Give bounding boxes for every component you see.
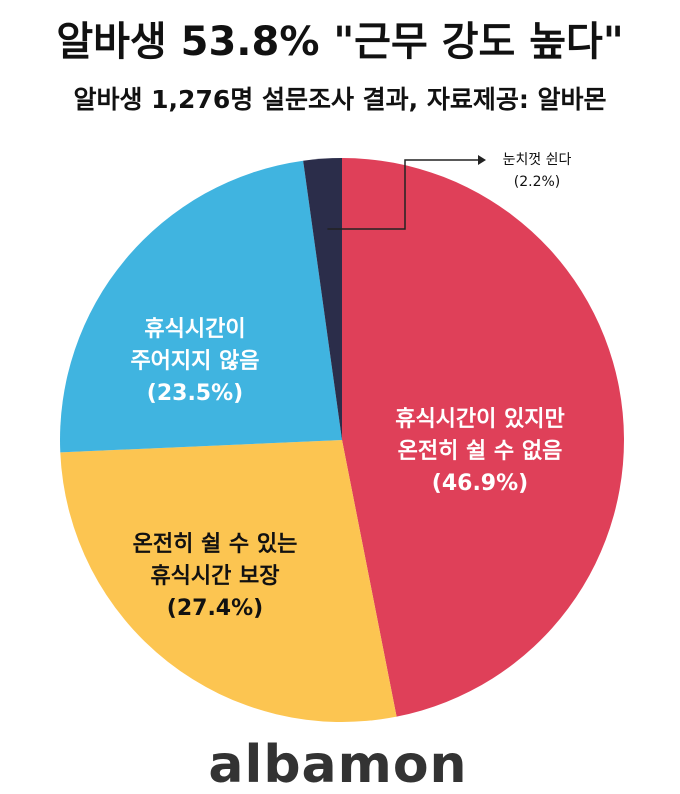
chart-subtitle: 알바생 1,276명 설문조사 결과, 자료제공: 알바몬 — [73, 85, 606, 114]
slice-label: 온전히 쉴 수 있는 — [133, 532, 298, 557]
slice-label: 주어지지 않음 — [130, 349, 259, 374]
value-label: (46.9%) — [432, 471, 528, 496]
value-label: (27.4%) — [167, 596, 263, 621]
leader-line — [327, 159, 478, 230]
chart-title: 알바생 53.8% "근무 강도 높다" — [56, 19, 623, 65]
slice-label: 휴식시간이 있지만 — [395, 407, 565, 432]
slice-label: 눈치껏 쉰다 — [503, 152, 572, 168]
logo: albamon — [208, 735, 467, 794]
leader-arrow — [478, 155, 486, 165]
slice-label: 온전히 쉴 수 없음 — [398, 439, 563, 464]
pie-slice — [60, 160, 342, 453]
value-label: (23.5%) — [147, 381, 243, 406]
value-label: (2.2%) — [514, 174, 561, 190]
pie-slice — [60, 440, 397, 722]
slice-label: 휴식시간이 — [144, 317, 245, 342]
slice-label: 휴식시간 보장 — [150, 564, 279, 589]
pie-slice — [342, 158, 624, 717]
